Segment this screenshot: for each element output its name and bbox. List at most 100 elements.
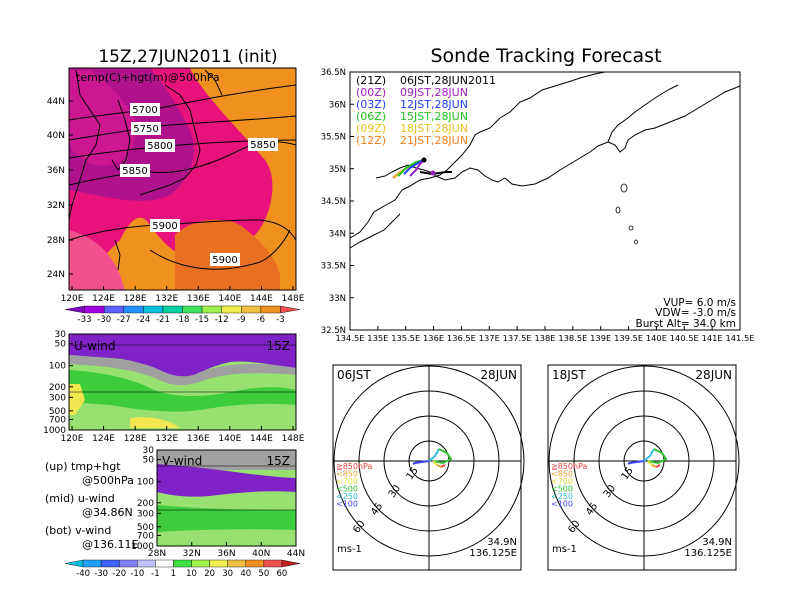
vdw-text: VDW= -3.0 m/s <box>655 307 736 319</box>
u-wind-green-band <box>69 370 296 412</box>
temp-colorbar-label: -15 <box>195 315 209 325</box>
launch-legend: (21Z) 06JST,28JUN2011 (00Z) 09JST,28JUN (03Z… <box>356 74 496 147</box>
u-wind-lon-label: 128E <box>124 434 147 444</box>
hodograph-date: 28JUN <box>480 368 517 382</box>
temp-colorbar-label: -33 <box>78 315 92 325</box>
lat-tick-label: 36N <box>47 166 65 176</box>
lon-tick-label: 128E <box>124 294 147 304</box>
coastline-enshu <box>504 141 609 187</box>
temp-colorbar-segment <box>103 305 124 314</box>
legend-bot-line2: @136.11E <box>82 538 138 551</box>
track-lat-label: 36N <box>329 100 346 110</box>
temp-colorbar-segment <box>162 305 183 314</box>
v-wind-lat-label: 40N <box>252 549 270 559</box>
hodograph-level-label: <100 <box>551 500 573 509</box>
temp-colorbar-label: -18 <box>176 315 190 325</box>
track-map-frame <box>349 71 741 331</box>
coastline-honshu <box>349 71 606 239</box>
launch-code: (03Z) <box>356 98 386 111</box>
u-wind-strong-westerly-zone <box>69 334 296 381</box>
cold-core <box>69 70 137 166</box>
hodograph-trace <box>440 464 446 468</box>
track-lon-label: 135.5E <box>391 333 420 343</box>
wind-colorbar-segment <box>119 559 138 568</box>
wind-colorbar-segment <box>64 559 84 568</box>
temp-colorbar-segment <box>143 305 164 314</box>
island-izu2 <box>615 206 621 214</box>
coastline-sakhalin <box>204 69 223 96</box>
pressure-tick-label: 50 <box>55 340 67 350</box>
u-wind-lon-label: 144E <box>250 434 273 444</box>
launch-code: (12Z) <box>356 134 386 147</box>
wind-colorbar-segment <box>227 559 246 568</box>
launch-time: 18JST,28JUN <box>400 122 468 135</box>
wind-colorbar-label: 40 <box>240 569 251 579</box>
hodograph-date: 28JUN <box>695 368 732 382</box>
wind-colorbar-label: 10 <box>186 569 197 579</box>
wind-colorbar-label: -20 <box>112 569 126 579</box>
wind-colorbar: -40 -30 -20 -10 -1 1 10 20 30 40 50 60 <box>64 559 301 579</box>
contour-label-5900a: 5900 <box>152 221 177 232</box>
temp-colorbar-label: -30 <box>97 315 111 325</box>
temp-colorbar-label: -24 <box>136 315 150 325</box>
track-lat-label: 35N <box>329 165 346 175</box>
legend-up-line2: @500hPa <box>82 474 134 487</box>
pressure-tick-label: 300 <box>49 393 66 403</box>
launch-point <box>421 157 427 163</box>
map-field-label: temp(C)+hgt(m)@500hPa <box>76 71 220 84</box>
map-frame <box>68 67 297 291</box>
legend-mid-line1: (mid) u-wind <box>45 492 115 505</box>
coastline-osaka-bay <box>375 164 437 179</box>
track-lon-label: 135E <box>367 333 388 343</box>
u-wind-lon-label: 132E <box>155 434 178 444</box>
track-lat-label: 33N <box>329 294 346 304</box>
landing-point <box>430 170 436 176</box>
wind-colorbar-segment <box>155 559 174 568</box>
pressure-tick-label: 1000 <box>131 542 154 552</box>
legend-up-line1: (up) tmp+hgt <box>45 460 121 473</box>
wind-colorbar-segment <box>82 559 102 568</box>
u-wind-label: U-wind <box>74 339 115 353</box>
hodograph-level-label: <100 <box>336 500 358 509</box>
contour-label-5800: 5800 <box>147 141 172 152</box>
pressure-tick-label: 700 <box>137 531 154 541</box>
track-00z <box>409 159 425 177</box>
temp-colorbar-label: -9 <box>237 315 245 325</box>
hodograph-level-label: ≧850hPa <box>551 462 588 471</box>
temperature-colorbar: -33 -30 -27 -24 -21 -18 -15 -12 -9 -6 -3 <box>64 305 301 325</box>
hodograph-trace <box>643 448 655 462</box>
temp-colorbar-segment <box>182 305 203 314</box>
temp-colorbar-segment <box>241 305 262 314</box>
track-lat-label: 34.5N <box>321 197 346 207</box>
sonde-tracks <box>392 157 452 179</box>
hodograph-trace <box>627 460 645 465</box>
lon-tick-label: 148E <box>282 294 305 304</box>
v-wind-lat-label: 36N <box>217 549 235 559</box>
launch-code: (09Z) <box>356 122 386 135</box>
lat-tick-label: 44N <box>47 97 65 107</box>
u-wind-lon-label: 120E <box>61 434 84 444</box>
lat-tick-label: 28N <box>47 236 65 246</box>
lon-tick-label: 140E <box>218 294 241 304</box>
wind-colorbar-segment <box>281 559 301 568</box>
coastline-taiwan <box>114 239 121 271</box>
u-wind-frame <box>68 333 297 431</box>
u-wind-time: 15Z <box>267 339 291 353</box>
u-wind-lon-label: 124E <box>92 434 115 444</box>
wind-colorbar-segment <box>245 559 265 568</box>
lon-tick-label: 120E <box>61 294 84 304</box>
v-wind-green-band <box>157 505 296 532</box>
track-lon-label: 136.5E <box>447 333 476 343</box>
u-wind-lon-label: 148E <box>282 434 305 444</box>
contour-5750 <box>68 115 297 141</box>
pressure-tick-label: 1000 <box>43 426 66 436</box>
lat-tick-label: 24N <box>47 270 65 280</box>
v-wind-purple-band <box>157 464 296 497</box>
contour-labels: 5700 5750 5800 5850 5850 5900 5900 <box>120 103 278 266</box>
track-lon-label: 137.5E <box>503 333 532 343</box>
wind-colorbar-label: 1 <box>171 569 176 579</box>
